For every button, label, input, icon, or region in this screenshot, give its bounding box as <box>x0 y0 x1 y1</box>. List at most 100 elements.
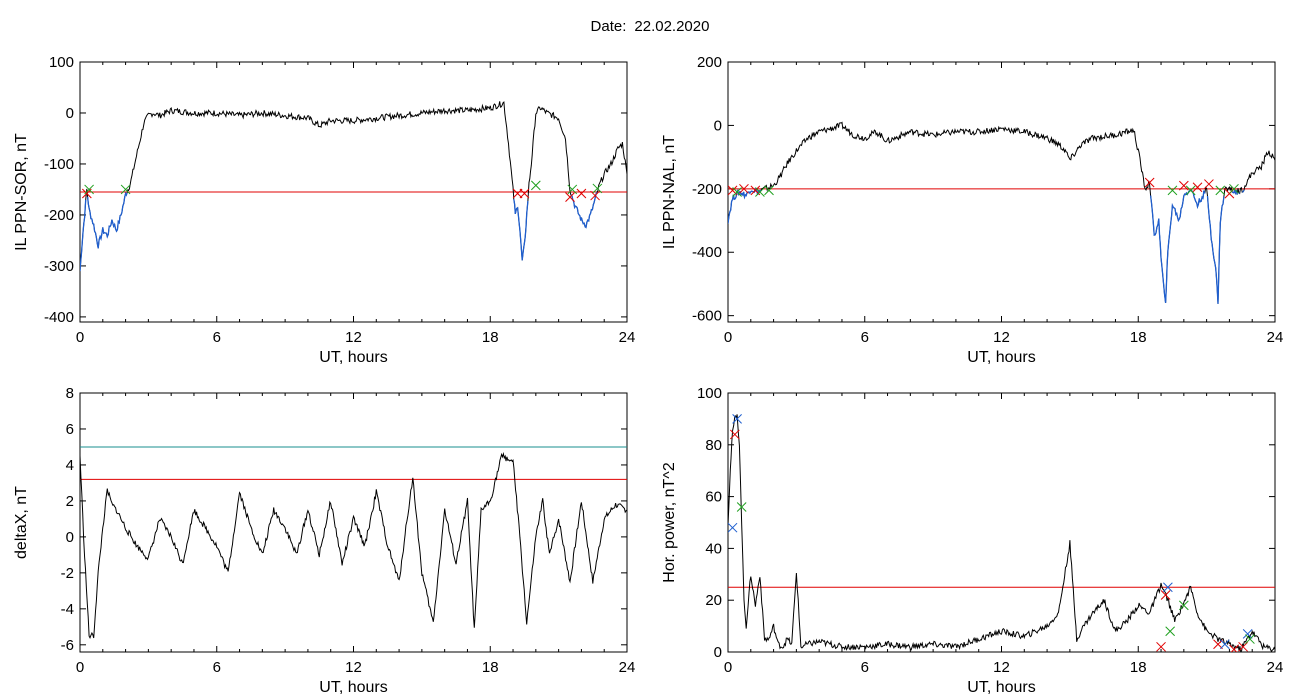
x-tick-label: 18 <box>482 329 499 346</box>
event-marker <box>1178 180 1189 191</box>
y-axis-label: deltaX, nT <box>13 486 30 559</box>
x-axis-label: UT, hours <box>967 349 1035 366</box>
event-marker <box>1245 634 1255 644</box>
date-value: 22.02.2020 <box>634 18 710 35</box>
y-tick-label: 8 <box>66 385 74 402</box>
y-tick-label: -2 <box>61 565 74 582</box>
ppn-nal-plot-area <box>728 121 1275 304</box>
y-tick-label: -100 <box>44 156 74 173</box>
event-marker <box>1144 177 1155 188</box>
x-tick-label: 24 <box>619 659 636 676</box>
series-line <box>728 414 1275 652</box>
y-tick-label: -400 <box>692 244 722 261</box>
series-line <box>80 451 627 640</box>
x-tick-label: 18 <box>482 659 499 676</box>
series-line <box>80 101 627 272</box>
y-tick-label: 2 <box>66 493 74 510</box>
ppn-sor-plot-area <box>80 101 627 272</box>
date-label: Date: <box>590 18 627 35</box>
x-tick-label: 0 <box>724 329 732 346</box>
substorm-segment <box>570 191 598 229</box>
y-tick-label: 100 <box>697 385 722 402</box>
event-marker <box>1160 590 1171 600</box>
x-tick-label: 0 <box>76 659 84 676</box>
event-marker <box>565 192 575 202</box>
x-tick-label: 6 <box>213 329 221 346</box>
event-marker <box>1167 185 1178 196</box>
event-marker <box>736 502 747 512</box>
x-tick-label: 24 <box>619 329 636 346</box>
event-marker <box>120 184 131 195</box>
x-tick-label: 18 <box>1130 659 1147 676</box>
plot-frame <box>727 392 1276 653</box>
event-marker <box>512 188 523 199</box>
x-tick-label: 0 <box>76 329 84 346</box>
event-marker <box>729 429 740 440</box>
y-tick-label: -400 <box>44 309 74 326</box>
event-marker <box>764 185 774 196</box>
event-marker <box>567 184 578 195</box>
substorm-segment <box>1238 192 1241 194</box>
event-marker <box>1204 179 1214 189</box>
y-tick-label: 0 <box>66 105 74 122</box>
y-tick-label: 200 <box>697 54 722 71</box>
substorm-segment <box>1241 189 1245 193</box>
event-marker <box>1213 639 1223 650</box>
y-tick-label: 100 <box>49 54 74 71</box>
y-tick-label: -200 <box>692 181 722 198</box>
x-tick-label: 18 <box>1130 329 1147 346</box>
y-tick-label: 0 <box>66 529 74 546</box>
event-marker <box>732 187 742 197</box>
y-tick-label: 4 <box>66 457 74 474</box>
page-title: Date: 22.02.2020 <box>0 18 1300 35</box>
y-tick-label: 0 <box>714 644 722 661</box>
deltax-panel: 0 6 12 18 24 8 6 4 2 0 -2 -4 -6 UT, hours deltaX, nT <box>13 385 635 696</box>
event-marker <box>728 522 738 533</box>
y-tick-label: -300 <box>44 258 74 275</box>
event-marker <box>755 187 765 197</box>
y-axis-label: IL PPN-SOR, nT <box>13 133 30 251</box>
event-marker <box>576 188 587 199</box>
event-marker <box>590 190 600 201</box>
event-marker <box>1185 185 1196 196</box>
event-marker <box>732 414 742 424</box>
x-tick-label: 6 <box>861 659 869 676</box>
y-tick-label: 0 <box>714 117 722 134</box>
y-tick-label: -600 <box>692 308 722 325</box>
x-tick-label: 6 <box>861 329 869 346</box>
substorm-segment <box>1149 189 1206 303</box>
substorm-segment <box>513 199 529 261</box>
y-axis-label: IL PPN-NAL, nT <box>661 135 678 249</box>
hor-power-plot-area <box>728 414 1275 652</box>
substorm-segment <box>1206 195 1225 304</box>
event-marker <box>1238 641 1248 652</box>
event-marker <box>1192 182 1203 193</box>
x-tick-label: 12 <box>993 329 1010 346</box>
event-marker <box>519 188 530 199</box>
substorm-segment <box>80 199 87 272</box>
x-tick-label: 6 <box>213 659 221 676</box>
substorm-segment <box>1231 189 1238 196</box>
y-tick-label: 60 <box>705 489 722 506</box>
event-marker <box>84 184 94 195</box>
hor-power-panel: 0 6 12 18 24 100 80 60 40 20 0 UT, hours Hor. power,… <box>661 385 1283 696</box>
x-tick-label: 24 <box>1267 329 1284 346</box>
y-tick-label: -4 <box>61 601 74 618</box>
x-axis-label: UT, hours <box>319 349 387 366</box>
x-tick-label: 0 <box>724 659 732 676</box>
y-tick-label: -6 <box>61 637 74 654</box>
event-marker <box>1229 644 1239 652</box>
y-tick-label: 6 <box>66 421 74 438</box>
event-marker <box>592 183 603 194</box>
event-marker <box>1163 582 1173 593</box>
x-tick-label: 12 <box>993 659 1010 676</box>
x-tick-label: 12 <box>345 329 362 346</box>
y-tick-label: 40 <box>705 540 722 557</box>
event-marker <box>1242 629 1253 639</box>
event-marker <box>1165 626 1176 637</box>
ppn-nal-panel: 0 6 12 18 24 200 0 -200 -400 -600 UT, hours IL PPN-… <box>661 54 1283 366</box>
event-marker <box>1156 641 1166 652</box>
y-axis-label: Hor. power, nT^2 <box>661 462 678 583</box>
x-axis-label: UT, hours <box>319 679 387 696</box>
